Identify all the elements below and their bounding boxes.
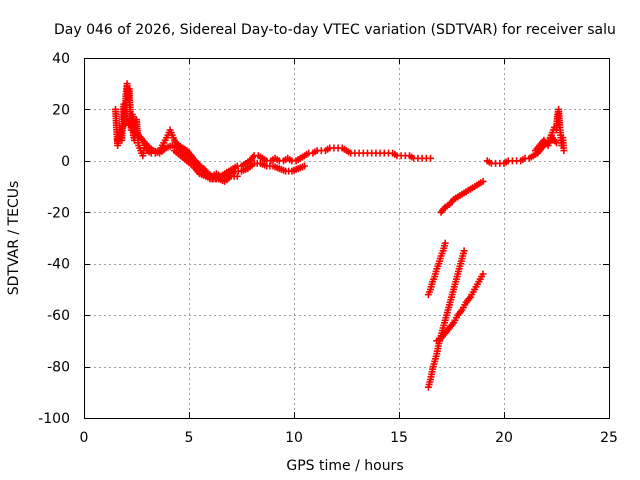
data-point-6-22 bbox=[479, 177, 487, 185]
data-point-1-97 bbox=[301, 162, 308, 170]
series-7 bbox=[483, 105, 568, 167]
x-tick-label-2: 10 bbox=[285, 430, 303, 446]
grid-lines bbox=[84, 58, 609, 418]
y-tick-label-1: -80 bbox=[47, 360, 70, 376]
y-tick-label-5: 0 bbox=[61, 154, 70, 170]
y-axis-title: SDTVAR / TECUs bbox=[6, 181, 22, 296]
data-point-3-20 bbox=[441, 239, 449, 247]
y-tick-label-0: -100 bbox=[38, 411, 70, 427]
y-tick-label-4: -20 bbox=[47, 205, 70, 221]
chart-title: Day 046 of 2026, Sidereal Day-to-day VTE… bbox=[54, 22, 616, 38]
x-tick-label-3: 15 bbox=[390, 430, 408, 446]
x-tick-label-4: 20 bbox=[495, 430, 513, 446]
data-point-4-53 bbox=[460, 247, 468, 255]
data-point-2-29 bbox=[233, 172, 241, 180]
data-point-5-32 bbox=[479, 270, 487, 278]
y-tick-label-3: -40 bbox=[47, 257, 70, 273]
series-5 bbox=[433, 270, 487, 345]
data-point-0-263 bbox=[427, 154, 434, 162]
x-tick-label-1: 5 bbox=[185, 430, 194, 446]
axis-ticks: 0 5 10 15 20 25 -100 -80 -60 -40 -20 0 20 40 bbox=[38, 51, 618, 446]
series-8 bbox=[532, 134, 560, 155]
plot-frame bbox=[84, 58, 610, 419]
series-2 bbox=[170, 147, 241, 185]
series-6 bbox=[437, 177, 487, 216]
data-point-8-15 bbox=[553, 139, 560, 147]
y-tick-label-7: 40 bbox=[52, 51, 70, 67]
series-3 bbox=[424, 239, 449, 299]
data-points bbox=[112, 80, 568, 391]
y-tick-label-6: 20 bbox=[52, 102, 70, 118]
x-tick-label-0: 0 bbox=[80, 430, 89, 446]
x-tick-label-5: 25 bbox=[600, 430, 618, 446]
data-point-7-62 bbox=[560, 147, 568, 155]
x-axis-title: GPS time / hours bbox=[286, 458, 403, 474]
y-tick-label-2: -60 bbox=[47, 308, 70, 324]
